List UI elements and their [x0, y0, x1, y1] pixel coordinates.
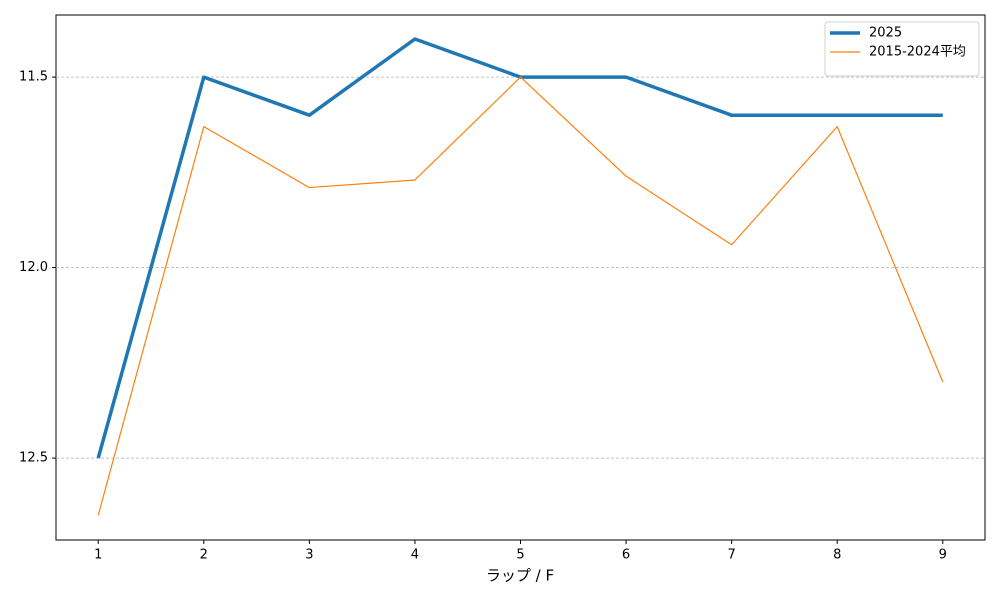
- x-tick-label: 6: [622, 548, 630, 563]
- legend-box: [824, 21, 980, 77]
- x-tick-label: 9: [939, 548, 947, 563]
- legend-label: 2025: [869, 26, 902, 41]
- x-tick-label: 7: [727, 548, 735, 563]
- x-tick-label: 3: [305, 548, 313, 563]
- x-tick-label: 4: [411, 548, 419, 563]
- x-tick-label: 1: [94, 548, 102, 563]
- series-line: [96, 37, 943, 459]
- x-tick-label: 5: [516, 548, 524, 563]
- plot-frame: [55, 14, 986, 541]
- y-tick-label: 12.0: [19, 260, 48, 275]
- legend-label: 2015-2024平均: [869, 45, 966, 60]
- x-axis-label: ラップ / F: [486, 567, 554, 585]
- x-tick-label: 2: [200, 548, 208, 563]
- y-tick-label: 11.5: [19, 70, 48, 85]
- y-tick-label: 12.5: [19, 451, 48, 466]
- series-line: [97, 76, 944, 516]
- x-tick-label: 8: [833, 548, 841, 563]
